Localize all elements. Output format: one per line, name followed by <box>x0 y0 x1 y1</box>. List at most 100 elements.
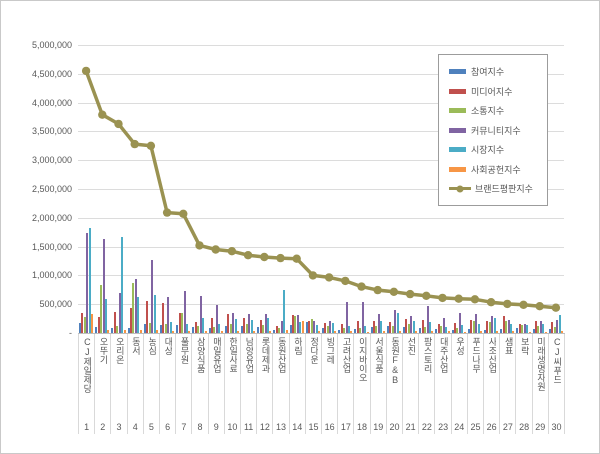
legend-label: 시장지수 <box>471 145 505 156</box>
plot-area <box>78 45 564 333</box>
bar <box>415 330 418 333</box>
bar <box>458 312 461 333</box>
bar <box>350 331 353 333</box>
line-marker <box>162 208 172 217</box>
legend-item: 소통지수 <box>449 101 547 121</box>
legend-label: 참여지수 <box>471 67 505 78</box>
bar <box>470 320 473 333</box>
bar <box>123 329 126 333</box>
bar <box>116 326 119 333</box>
category-label: 샘표 <box>503 337 513 355</box>
bar <box>437 324 440 333</box>
bar <box>111 328 114 333</box>
bar <box>224 326 227 333</box>
line-marker <box>98 110 107 119</box>
category-label: 우성 <box>454 337 464 355</box>
bar <box>347 326 350 333</box>
category-label: 농심 <box>147 337 157 355</box>
bar <box>211 317 214 333</box>
bar <box>81 312 84 333</box>
category-label: 빙그레 <box>325 337 335 364</box>
line-marker <box>422 291 431 300</box>
category-label: 이지바이오 <box>357 337 367 382</box>
bar <box>137 296 140 333</box>
y-axis: - 500,000 1,000,000 1,500,000 2,000,000 2,500… <box>1 40 72 338</box>
category-rank: 15 <box>308 422 319 432</box>
category-rank: 14 <box>292 422 303 432</box>
x-axis-category: 대주산업 23 <box>434 334 450 434</box>
line-marker <box>503 299 512 309</box>
legend-swatch-bar <box>449 127 466 133</box>
bar <box>456 327 459 333</box>
bar <box>164 323 167 333</box>
y-axis-tick-label: 1,500,000 <box>31 241 72 252</box>
x-axis-category: 보락 28 <box>515 334 531 434</box>
x-axis-category: 풀무원 7 <box>175 334 191 434</box>
bar <box>127 328 130 333</box>
x-axis-category: 팜스토리 22 <box>418 334 434 434</box>
bar <box>318 331 321 333</box>
line-marker <box>195 241 204 250</box>
category-label: 미래생명자원 <box>536 337 545 391</box>
category-label: 동서 <box>130 337 140 355</box>
bar <box>366 331 369 333</box>
bar <box>454 322 457 333</box>
category-rank: 13 <box>276 422 287 432</box>
bar <box>229 324 232 333</box>
category-rank: 26 <box>486 422 497 432</box>
bar <box>493 318 496 333</box>
category-label: 남양유업 <box>244 337 254 373</box>
bar <box>283 290 286 333</box>
line-marker <box>146 141 156 150</box>
bar <box>243 318 246 333</box>
bar <box>505 321 508 333</box>
bar <box>259 319 262 333</box>
bar <box>275 326 278 333</box>
bar <box>83 317 86 333</box>
bar <box>102 239 105 333</box>
bar <box>480 331 483 333</box>
bar <box>167 296 170 333</box>
category-rank: 22 <box>421 422 432 432</box>
bar <box>412 321 415 333</box>
category-rank: 2 <box>100 422 106 432</box>
category-label: 오리온 <box>114 337 124 364</box>
bar <box>561 331 564 333</box>
line-marker <box>357 282 366 291</box>
bar <box>523 323 526 333</box>
line-marker <box>470 295 480 304</box>
x-axis-category: 푸드나무 25 <box>466 334 483 434</box>
legend-item: 참여지수 <box>449 62 547 82</box>
bar <box>250 319 253 333</box>
bar <box>151 259 154 333</box>
x-axis-category: 오뚜기 2 <box>94 334 110 434</box>
bar <box>407 324 410 333</box>
bar <box>331 322 334 333</box>
bar <box>394 310 397 333</box>
category-rank: 7 <box>181 422 187 432</box>
y-axis-tick-label: 500,000 <box>39 299 72 310</box>
bar <box>535 321 538 333</box>
line-marker <box>519 300 528 309</box>
bar <box>361 302 364 333</box>
x-axis-category: 대상 6 <box>159 334 175 434</box>
bar <box>183 290 186 333</box>
bar <box>321 327 324 333</box>
x-axis-category: 오리온 3 <box>110 334 126 434</box>
bar <box>234 319 237 333</box>
bar <box>266 317 269 333</box>
bar <box>399 330 402 333</box>
bar <box>486 321 489 333</box>
category-rank: 18 <box>357 422 368 432</box>
bar <box>232 313 235 333</box>
bar <box>556 319 559 333</box>
bar <box>194 322 197 333</box>
line-marker <box>227 247 237 256</box>
bar <box>442 317 445 333</box>
category-label: 대주산업 <box>438 337 448 373</box>
bar <box>391 325 394 333</box>
bar <box>500 328 503 333</box>
bar <box>526 324 529 333</box>
bar <box>248 313 251 333</box>
category-rank: 11 <box>243 422 254 432</box>
